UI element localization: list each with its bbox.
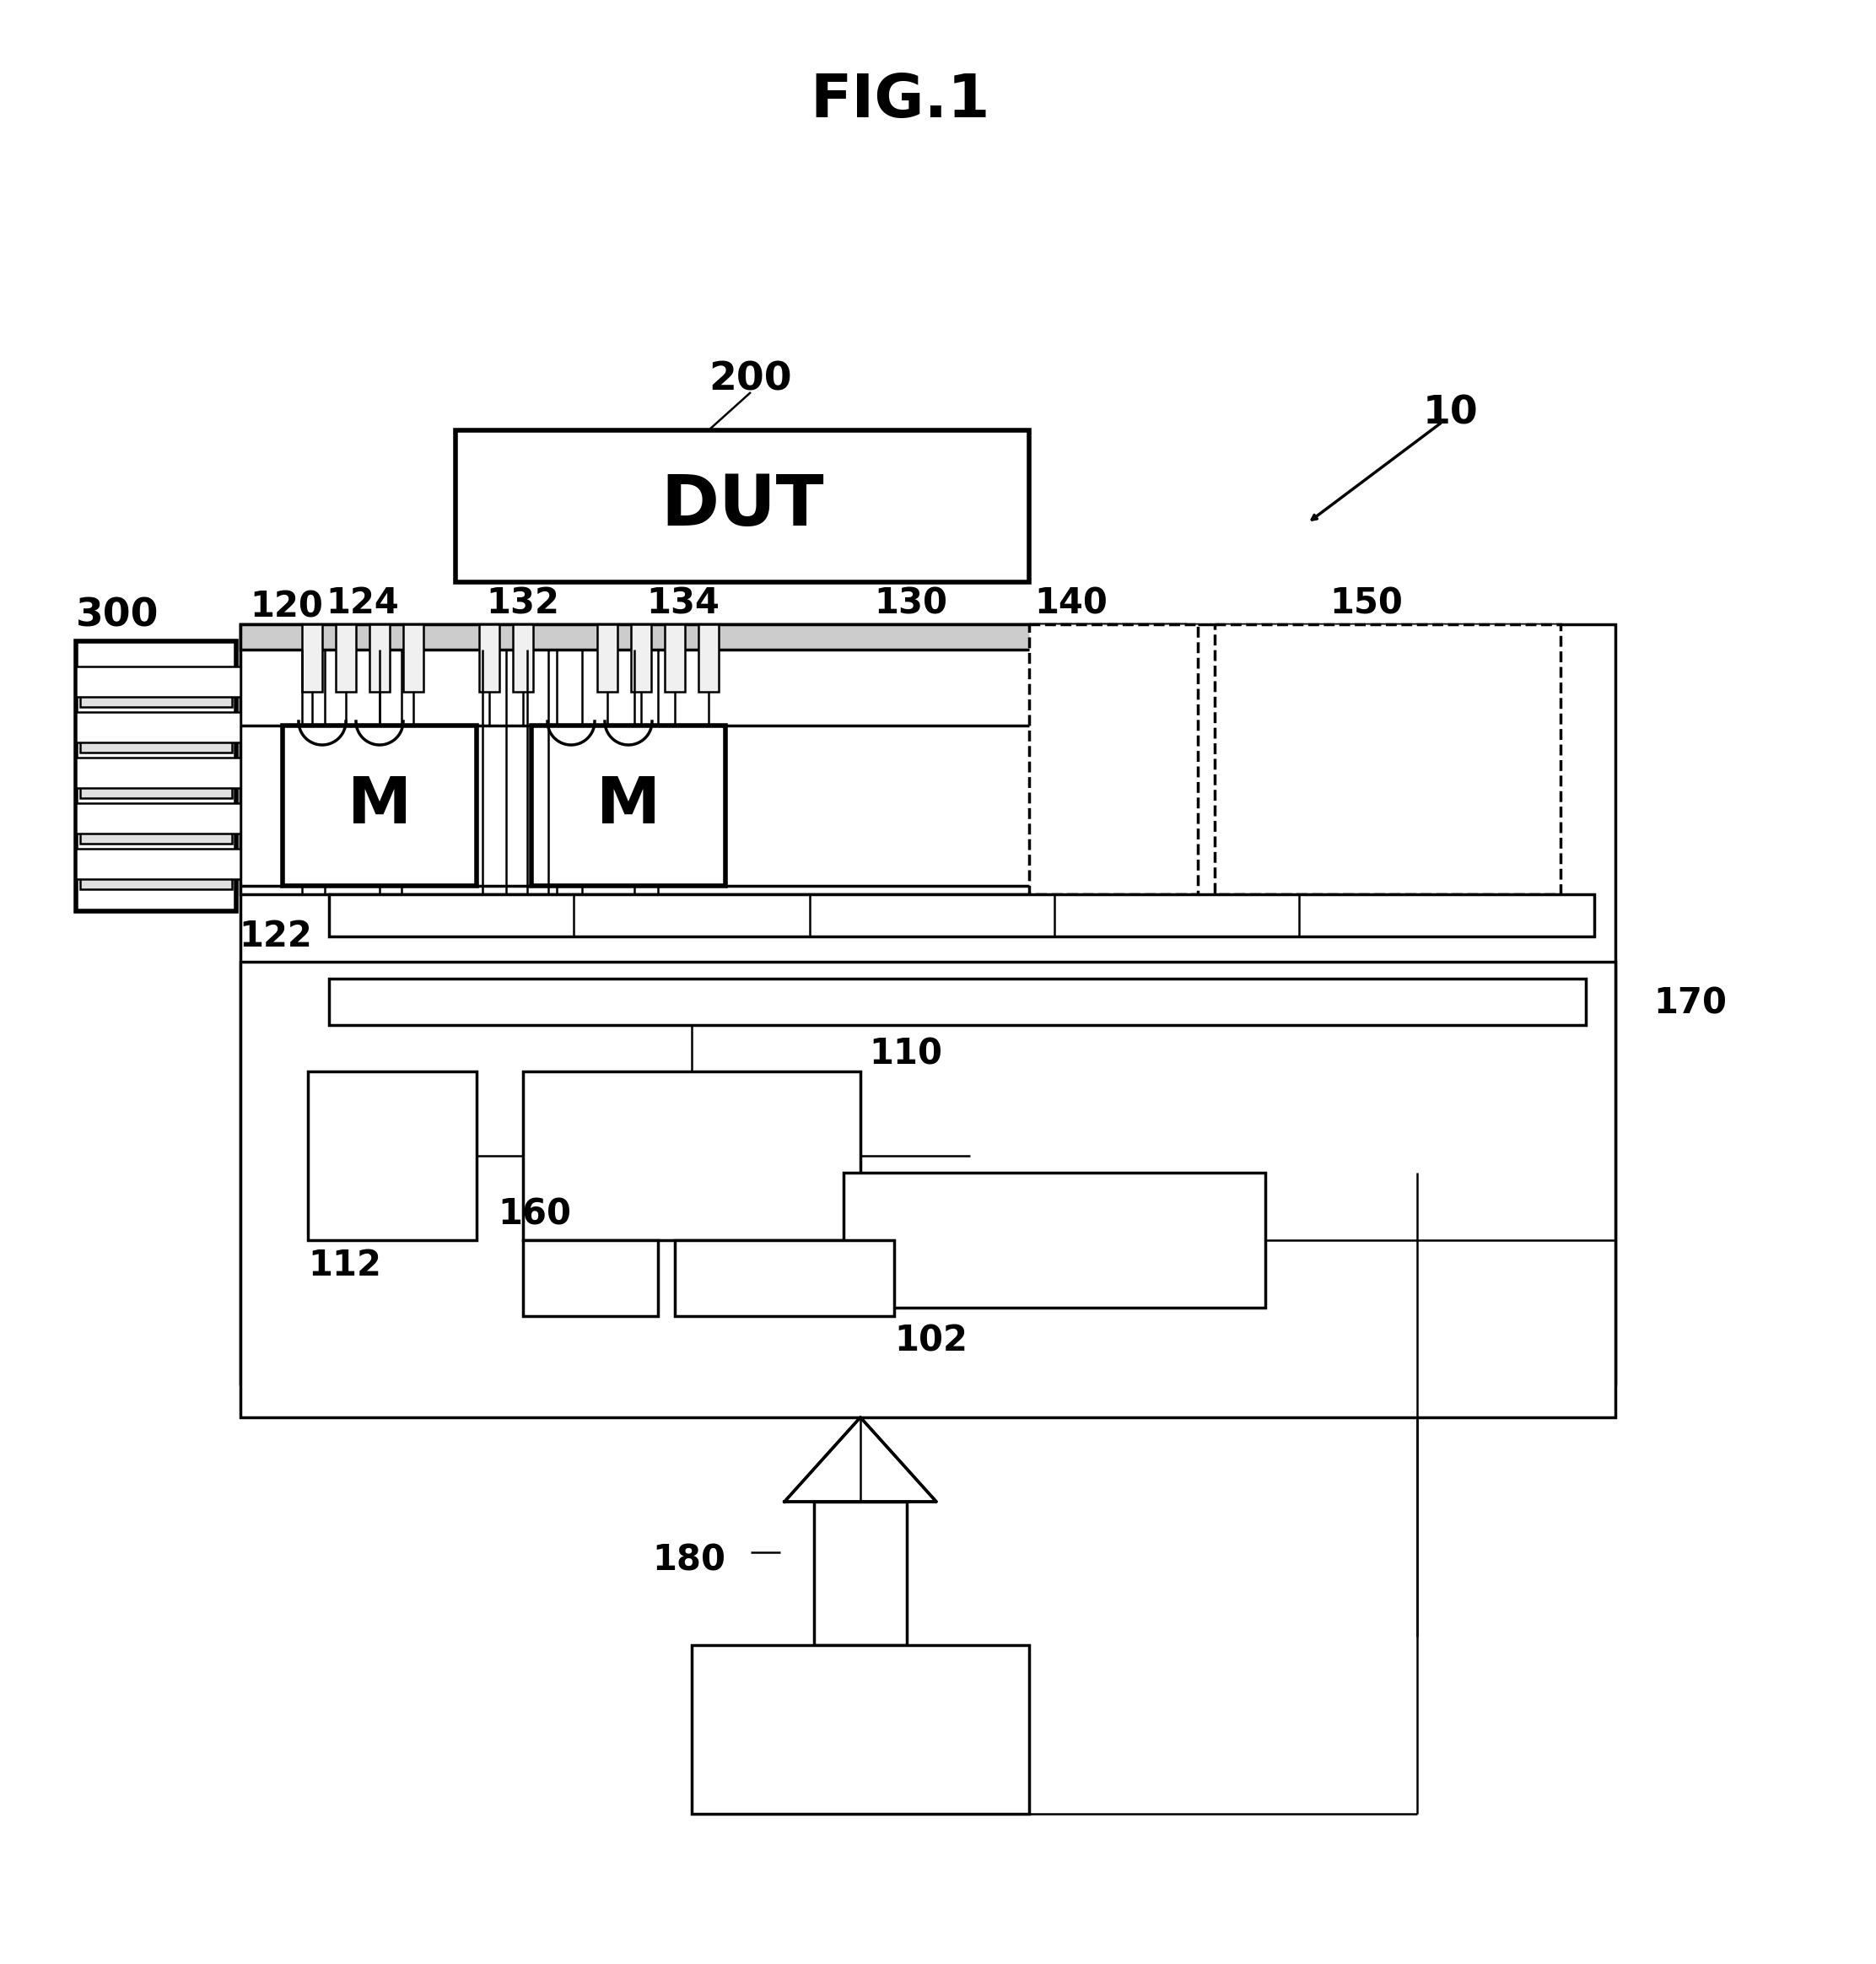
Bar	[478, 625, 499, 691]
Text: 112: 112	[308, 1247, 381, 1282]
Bar	[1030, 625, 1197, 894]
Text: M: M	[597, 774, 660, 837]
Bar	[630, 625, 651, 691]
Text: 170: 170	[1653, 986, 1726, 1021]
Bar	[844, 1173, 1264, 1308]
Text: 10: 10	[1424, 395, 1478, 432]
Bar	[664, 625, 685, 691]
Bar	[75, 758, 240, 788]
Text: FIG.1: FIG.1	[810, 73, 991, 130]
Bar	[81, 856, 233, 890]
Bar	[523, 1072, 861, 1239]
Bar	[81, 811, 233, 845]
Bar	[240, 625, 1186, 894]
Bar	[814, 1502, 906, 1646]
Bar	[240, 962, 1615, 1418]
Text: 132: 132	[486, 585, 559, 621]
Bar	[456, 430, 1030, 581]
Text: 120: 120	[250, 589, 323, 625]
Bar	[75, 713, 240, 742]
Bar	[336, 625, 356, 691]
Text: 122: 122	[238, 919, 311, 955]
Bar	[75, 666, 240, 697]
Text: 160: 160	[497, 1198, 570, 1233]
Bar	[240, 625, 1615, 1383]
Text: 124: 124	[326, 585, 400, 621]
Bar	[523, 1239, 658, 1316]
Bar	[698, 625, 719, 691]
Bar	[75, 803, 240, 833]
Text: 102: 102	[895, 1324, 968, 1359]
Bar	[75, 640, 236, 911]
Text: 150: 150	[1330, 585, 1403, 621]
Bar	[75, 848, 240, 880]
Bar	[81, 676, 233, 707]
Bar	[328, 978, 1585, 1025]
Bar	[283, 725, 477, 886]
Bar	[692, 1646, 1030, 1815]
Bar	[302, 625, 323, 691]
Bar	[308, 1072, 477, 1239]
Bar	[675, 1239, 895, 1316]
Bar	[1214, 625, 1561, 894]
Text: 180: 180	[653, 1544, 726, 1579]
Text: M: M	[347, 774, 411, 837]
Bar	[81, 766, 233, 797]
Bar	[512, 625, 533, 691]
Bar	[328, 894, 1595, 937]
Polygon shape	[784, 1418, 936, 1502]
Text: 110: 110	[869, 1037, 942, 1072]
Bar	[597, 625, 617, 691]
Text: 134: 134	[647, 585, 720, 621]
Bar	[403, 625, 424, 691]
Text: 300: 300	[75, 597, 159, 634]
Bar	[240, 625, 1186, 650]
Bar	[370, 625, 390, 691]
Text: DUT: DUT	[660, 471, 824, 540]
Bar	[81, 721, 233, 752]
Bar	[531, 725, 726, 886]
Text: 140: 140	[1036, 585, 1109, 621]
Text: 200: 200	[709, 361, 792, 399]
Text: 130: 130	[874, 585, 947, 621]
